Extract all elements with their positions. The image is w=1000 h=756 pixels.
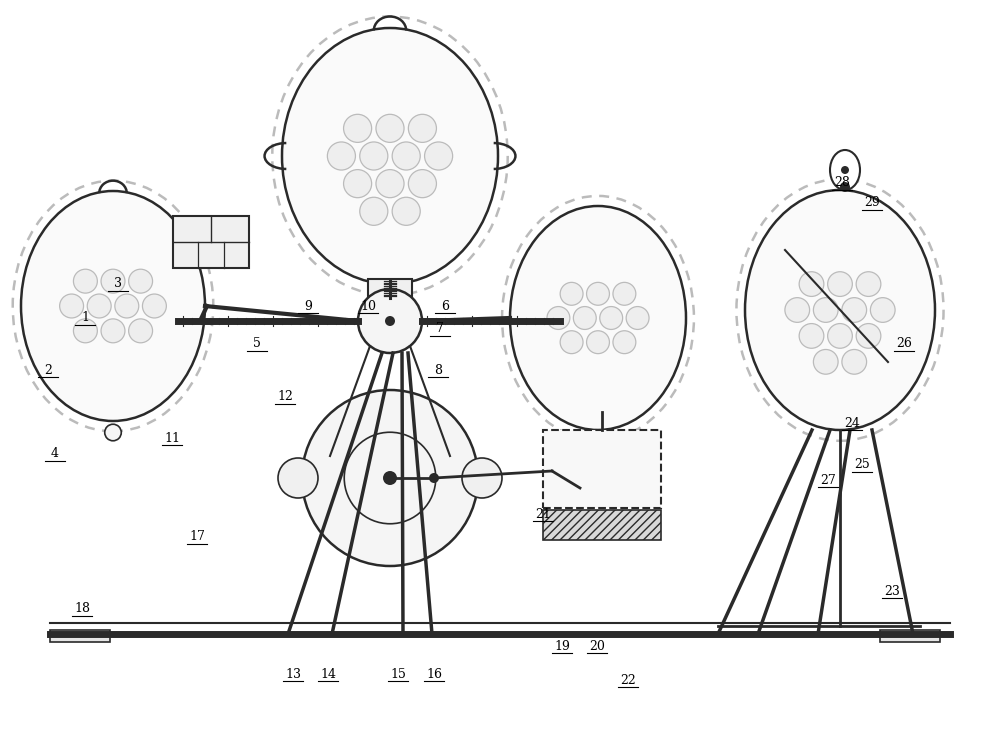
Circle shape bbox=[842, 298, 867, 322]
Circle shape bbox=[385, 316, 395, 326]
Circle shape bbox=[344, 169, 372, 197]
Circle shape bbox=[344, 114, 372, 142]
Circle shape bbox=[799, 271, 824, 296]
Circle shape bbox=[425, 142, 453, 170]
Text: 17: 17 bbox=[189, 530, 205, 544]
Circle shape bbox=[73, 269, 97, 293]
Text: 21: 21 bbox=[535, 507, 551, 521]
Circle shape bbox=[560, 283, 583, 305]
Text: 10: 10 bbox=[360, 299, 376, 313]
Circle shape bbox=[408, 169, 436, 197]
Circle shape bbox=[392, 142, 420, 170]
Ellipse shape bbox=[282, 28, 498, 284]
Text: 22: 22 bbox=[620, 674, 636, 687]
Text: 6: 6 bbox=[441, 299, 449, 313]
Circle shape bbox=[870, 298, 895, 322]
Text: 25: 25 bbox=[854, 458, 870, 472]
Circle shape bbox=[613, 283, 636, 305]
Circle shape bbox=[813, 349, 838, 374]
Circle shape bbox=[360, 142, 388, 170]
Circle shape bbox=[856, 324, 881, 349]
Text: 20: 20 bbox=[589, 640, 605, 653]
Circle shape bbox=[60, 294, 84, 318]
Circle shape bbox=[573, 307, 596, 330]
Text: 11: 11 bbox=[164, 432, 180, 445]
Circle shape bbox=[590, 433, 606, 449]
Text: 26: 26 bbox=[896, 337, 912, 351]
Bar bbox=[880, 630, 940, 642]
Text: 5: 5 bbox=[253, 337, 261, 351]
Text: 4: 4 bbox=[51, 447, 59, 460]
Circle shape bbox=[115, 294, 139, 318]
Circle shape bbox=[547, 307, 570, 330]
Text: 3: 3 bbox=[114, 277, 122, 290]
Text: 18: 18 bbox=[74, 602, 90, 615]
Circle shape bbox=[380, 287, 400, 306]
Circle shape bbox=[73, 319, 97, 342]
Circle shape bbox=[828, 271, 852, 296]
Circle shape bbox=[129, 269, 153, 293]
Circle shape bbox=[613, 331, 636, 354]
Ellipse shape bbox=[21, 191, 205, 421]
Bar bbox=[543, 510, 661, 540]
Circle shape bbox=[142, 294, 166, 318]
Circle shape bbox=[842, 349, 867, 374]
Circle shape bbox=[376, 114, 404, 142]
Ellipse shape bbox=[510, 206, 686, 430]
Circle shape bbox=[383, 471, 397, 485]
Circle shape bbox=[856, 271, 881, 296]
Circle shape bbox=[278, 458, 318, 498]
Circle shape bbox=[376, 169, 404, 197]
Text: 29: 29 bbox=[864, 196, 880, 209]
Circle shape bbox=[462, 458, 502, 498]
Bar bbox=[543, 430, 661, 508]
Text: 13: 13 bbox=[285, 668, 301, 681]
Circle shape bbox=[408, 114, 436, 142]
Text: 24: 24 bbox=[844, 417, 860, 430]
Text: 19: 19 bbox=[554, 640, 570, 653]
Circle shape bbox=[392, 197, 420, 225]
Text: 2: 2 bbox=[44, 364, 52, 377]
Bar bbox=[173, 216, 249, 268]
Text: 27: 27 bbox=[820, 473, 836, 487]
Circle shape bbox=[799, 324, 824, 349]
Text: 12: 12 bbox=[277, 390, 293, 404]
Circle shape bbox=[302, 390, 478, 566]
Circle shape bbox=[841, 166, 849, 174]
Text: 28: 28 bbox=[834, 176, 850, 190]
Text: 15: 15 bbox=[390, 668, 406, 681]
Bar bbox=[50, 630, 110, 642]
Text: 16: 16 bbox=[426, 668, 442, 681]
Circle shape bbox=[626, 307, 649, 330]
Circle shape bbox=[587, 331, 609, 354]
Circle shape bbox=[560, 331, 583, 354]
Text: 8: 8 bbox=[434, 364, 442, 377]
Circle shape bbox=[360, 197, 388, 225]
Text: 14: 14 bbox=[320, 668, 336, 681]
Circle shape bbox=[358, 289, 422, 353]
Circle shape bbox=[587, 283, 609, 305]
Bar bbox=[368, 279, 412, 309]
Text: 7: 7 bbox=[436, 322, 444, 336]
Circle shape bbox=[105, 424, 121, 441]
Circle shape bbox=[327, 142, 355, 170]
Circle shape bbox=[101, 269, 125, 293]
Text: 9: 9 bbox=[304, 299, 312, 313]
Ellipse shape bbox=[745, 190, 935, 430]
Circle shape bbox=[840, 182, 850, 192]
Ellipse shape bbox=[830, 150, 860, 190]
Circle shape bbox=[600, 307, 623, 330]
Circle shape bbox=[87, 294, 111, 318]
Circle shape bbox=[101, 319, 125, 342]
Text: 23: 23 bbox=[884, 584, 900, 598]
Circle shape bbox=[813, 298, 838, 322]
Circle shape bbox=[828, 324, 852, 349]
Text: 1: 1 bbox=[81, 311, 89, 324]
Circle shape bbox=[129, 319, 153, 342]
Circle shape bbox=[785, 298, 810, 322]
Circle shape bbox=[429, 473, 439, 483]
